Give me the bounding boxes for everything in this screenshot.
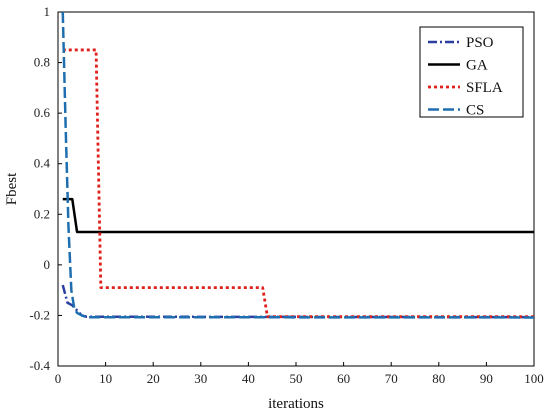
x-tick-label: 70 — [385, 371, 398, 386]
legend: PSO GA SFLA CS — [419, 26, 524, 119]
x-tick-label: 80 — [432, 371, 445, 386]
x-tick-label: 100 — [524, 371, 544, 386]
x-tick-label: 20 — [147, 371, 160, 386]
tick-layer: 0 10 20 30 40 50 60 70 80 90 100 -0.4 -0.2 0 0.2 0.4 0.6… — [29, 4, 543, 386]
legend-label-pso: PSO — [466, 35, 494, 51]
y-tick-label: 0.6 — [34, 105, 51, 120]
legend-label-cs: CS — [466, 103, 484, 119]
y-tick-label: 0.4 — [34, 156, 51, 171]
legend-label-sfla: SFLA — [466, 80, 503, 96]
legend-box — [419, 26, 524, 118]
x-axis-label: iterations — [268, 396, 324, 412]
legend-label-ga: GA — [466, 58, 488, 74]
series-line-cs — [61, 11, 535, 319]
series-line-pso — [61, 284, 535, 319]
y-tick-label: -0.2 — [29, 307, 50, 322]
series-layer — [61, 11, 535, 319]
x-tick-label: 90 — [480, 371, 493, 386]
y-tick-label: -0.4 — [29, 358, 50, 373]
y-axis-label: Fbest — [4, 172, 20, 205]
series-line-sfla — [62, 48, 534, 319]
x-tick-label: 0 — [55, 371, 62, 386]
x-tick-label: 40 — [242, 371, 255, 386]
x-tick-label: 50 — [290, 371, 303, 386]
y-tick-label: 0 — [44, 257, 51, 272]
x-tick-label: 30 — [194, 371, 207, 386]
x-tick-label: 10 — [99, 371, 112, 386]
y-tick-label: 0.2 — [34, 206, 50, 221]
y-tick-label: 0.8 — [34, 55, 50, 70]
y-tick-label: 1 — [44, 4, 51, 19]
x-tick-label: 60 — [337, 371, 350, 386]
